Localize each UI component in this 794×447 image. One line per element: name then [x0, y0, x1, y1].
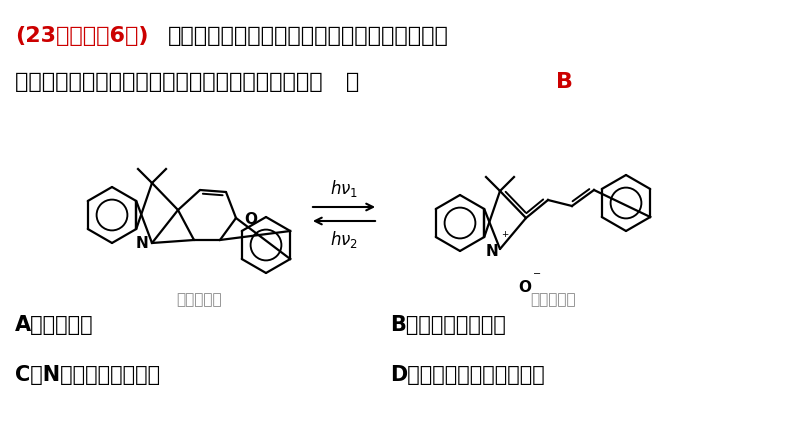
Text: ．在光照下，螺吵喂发生开、闭环转换而变色，: ．在光照下，螺吵喂发生开、闭环转换而变色， — [168, 26, 449, 46]
Text: O: O — [244, 211, 257, 227]
Text: 开环螺吵喂: 开环螺吵喂 — [530, 292, 576, 307]
Text: N: N — [136, 236, 148, 252]
Text: A．均有手性: A．均有手性 — [15, 315, 94, 335]
Text: 闭环螺吵喂: 闭环螺吵喂 — [176, 292, 222, 307]
Text: D．闭环螺吵喂亲水性更好: D．闭环螺吵喂亲水性更好 — [390, 365, 545, 385]
Text: 过程如下。下列关于开、闭环螺吵喂说法正确的是（   ）: 过程如下。下列关于开、闭环螺吵喂说法正确的是（ ） — [15, 72, 359, 92]
Text: N: N — [486, 244, 499, 258]
Text: C．N原子杂化方式相同: C．N原子杂化方式相同 — [15, 365, 160, 385]
Text: $^+$: $^+$ — [500, 231, 510, 244]
Text: $^-$: $^-$ — [530, 270, 542, 284]
Text: B: B — [556, 72, 573, 92]
Text: B．互为同分异构体: B．互为同分异构体 — [390, 315, 506, 335]
Text: O: O — [518, 279, 531, 295]
Text: $h\nu_2$: $h\nu_2$ — [330, 229, 358, 250]
Text: $h\nu_1$: $h\nu_1$ — [330, 178, 358, 199]
Text: (23年辽宁卷6题): (23年辽宁卷6题) — [15, 26, 148, 46]
